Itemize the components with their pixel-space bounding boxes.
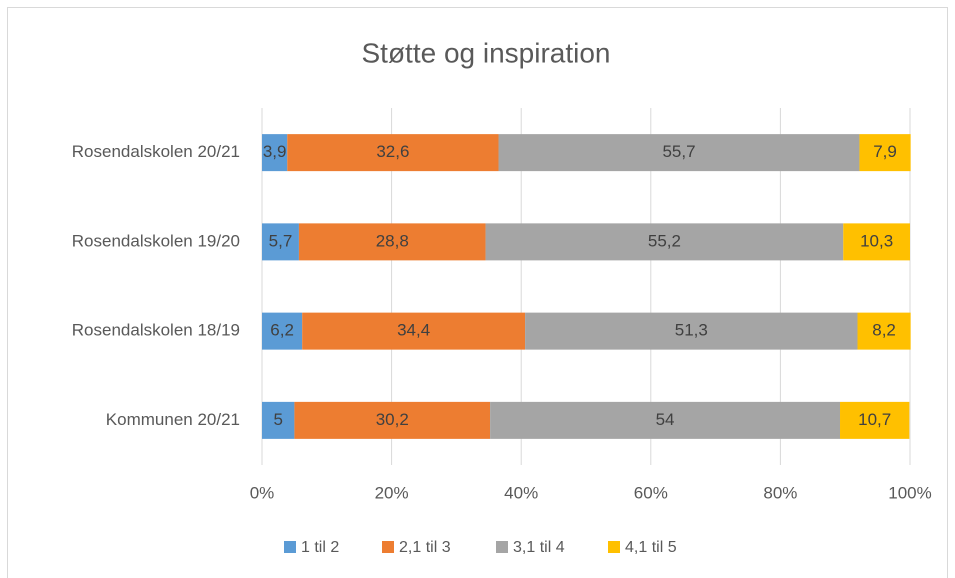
data-label: 55,2 — [648, 231, 681, 250]
data-label: 7,9 — [873, 142, 897, 161]
y-tick-label: Kommunen 20/21 — [106, 410, 240, 429]
x-tick-label: 0% — [250, 483, 275, 502]
bar-segment — [843, 223, 910, 261]
bar-segment — [302, 312, 526, 350]
bar-segment — [857, 312, 911, 350]
data-label: 32,6 — [376, 142, 409, 161]
bar-segment — [859, 134, 911, 172]
legend-label: 2,1 til 3 — [399, 539, 451, 556]
x-tick-label: 40% — [504, 483, 538, 502]
legend-label: 4,1 til 5 — [625, 539, 677, 556]
bar-segment — [485, 223, 844, 261]
data-label: 54 — [656, 410, 675, 429]
legend-label: 1 til 2 — [301, 539, 339, 556]
data-label: 5,7 — [269, 231, 293, 250]
bar-segment — [262, 134, 288, 172]
x-tick-label: 60% — [634, 483, 668, 502]
data-label: 6,2 — [270, 321, 294, 340]
x-tick-label: 100% — [888, 483, 931, 502]
data-label: 55,7 — [662, 142, 695, 161]
bar-segment — [498, 134, 860, 172]
chart-title: Støtte og inspiration — [361, 37, 610, 68]
data-label: 3,9 — [263, 142, 287, 161]
data-label: 10,3 — [860, 231, 893, 250]
data-label: 51,3 — [675, 321, 708, 340]
data-label: 28,8 — [376, 231, 409, 250]
legend-swatch — [382, 541, 394, 553]
y-tick-label: Rosendalskolen 20/21 — [72, 142, 240, 161]
data-label: 5 — [273, 410, 282, 429]
bar-segment — [840, 401, 910, 439]
data-label: 8,2 — [872, 321, 896, 340]
bar-segment — [525, 312, 858, 350]
bar-segment — [294, 401, 491, 439]
chart-border — [7, 7, 948, 578]
legend-swatch — [496, 541, 508, 553]
bar-segment — [262, 312, 303, 350]
bar-segment — [298, 223, 486, 261]
legend-swatch — [608, 541, 620, 553]
legend-label: 3,1 til 4 — [513, 539, 565, 556]
x-tick-label: 80% — [763, 483, 797, 502]
data-label: 10,7 — [858, 410, 891, 429]
y-tick-label: Rosendalskolen 18/19 — [72, 321, 240, 340]
y-tick-label: Rosendalskolen 19/20 — [72, 231, 240, 250]
legend-swatch — [284, 541, 296, 553]
bar-segment — [287, 134, 499, 172]
data-label: 34,4 — [397, 321, 430, 340]
bar-segment — [490, 401, 841, 439]
data-label: 30,2 — [376, 410, 409, 429]
bar-segment — [262, 223, 299, 261]
x-tick-label: 20% — [375, 483, 409, 502]
bar-segment — [262, 401, 295, 439]
